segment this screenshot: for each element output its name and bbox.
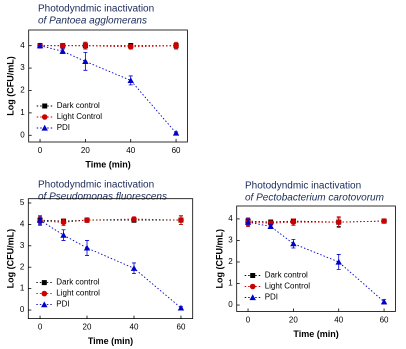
data-point [131,216,137,222]
data-point [83,244,91,251]
y-tick-label: 5 [20,198,25,207]
series-line [40,219,181,222]
plot-frame [27,198,194,319]
legend-label: Light Control [265,282,311,291]
legend-marker [42,103,48,109]
plot-frame [28,29,188,143]
x-tick-label: 40 [126,146,135,155]
data-point [173,42,179,49]
data-point [36,42,44,49]
legend-marker [249,283,256,290]
x-tick-label: 40 [130,323,139,332]
x-tick-label: 0 [246,316,251,325]
data-point [60,219,67,226]
y-tick-label: 4 [20,220,25,229]
data-point [172,129,180,136]
data-point [59,42,66,49]
data-point [381,218,387,224]
data-point [244,218,252,225]
legend-label: Light Control [57,112,103,121]
legend-marker [41,290,48,297]
legend-label: PDI [56,300,69,309]
y-tick-label: 2 [20,262,25,271]
x-tick-label: 60 [380,316,389,325]
data-point [60,231,67,238]
legend-label: Dark control [57,101,100,110]
legend-marker [41,114,48,120]
x-tick-label: 40 [334,316,343,325]
legend-marker [250,273,256,278]
data-point [177,304,185,311]
y-tick-label: 2 [20,86,25,95]
chart-title: Photodyndmic inactivation [38,4,154,15]
chart-title: Photodyndmic inactivation [245,181,361,192]
legend-label: PDI [265,293,278,302]
data-point [59,48,66,54]
x-axis-label: Time (min) [88,336,133,346]
y-axis-label: Log (CFU/mL) [214,229,224,288]
data-point [380,298,388,305]
data-point [335,258,342,265]
data-point [127,44,134,50]
data-point [290,240,297,247]
data-point [127,77,134,83]
y-tick-label: 0 [20,305,25,314]
data-point [290,219,297,225]
x-axis-label: Time (min) [85,159,130,169]
legend-marker [41,301,48,308]
x-axis-label: Time (min) [293,329,338,339]
y-tick-label: 4 [228,214,233,223]
y-axis-label: Log (CFU/mL) [5,229,15,288]
x-tick-label: 60 [177,323,186,332]
data-point [267,223,274,230]
y-tick-label: 1 [20,108,25,117]
data-point [130,265,138,271]
chart-subtitle: of Pantoea agglomerans [38,16,147,27]
y-tick-label: 3 [20,63,25,72]
y-tick-label: 3 [20,241,25,250]
chart-subtitle: of Pectobacterium carotovorum [245,193,384,204]
x-tick-label: 60 [172,146,181,155]
legend-marker [41,280,47,286]
plot-frame [236,205,396,312]
series-line [248,220,385,224]
data-point [82,42,89,49]
y-tick-label: 4 [20,41,25,50]
legend-label: Dark control [56,278,99,287]
y-tick-label: 2 [228,257,233,266]
legend-label: PDI [57,123,70,132]
x-tick-label: 0 [38,323,43,332]
series-line [39,219,182,309]
y-tick-label: 3 [228,236,233,245]
data-point [335,219,342,225]
data-point [178,217,184,223]
series-line [40,45,177,48]
x-tick-label: 0 [38,146,43,155]
x-tick-label: 20 [289,316,298,325]
series-line [40,218,181,223]
x-tick-label: 20 [83,323,92,332]
y-axis-label: Log (CFU/mL) [5,56,15,115]
legend-marker [249,294,256,301]
x-tick-label: 20 [81,146,90,155]
data-point [36,216,44,223]
legend-marker [41,124,48,131]
legend-label: Light control [56,289,100,298]
chart-title: Photodyndmic inactivation [38,180,154,191]
y-tick-label: 0 [228,300,233,309]
series-line [247,221,385,303]
y-tick-label: 0 [20,130,25,139]
data-point [84,217,90,223]
y-tick-label: 1 [20,284,25,293]
y-tick-label: 1 [228,279,233,288]
data-point [82,58,89,64]
chart-subtitle: of Pseudomonas fluorescens [38,192,167,203]
legend-label: Dark control [265,271,308,280]
